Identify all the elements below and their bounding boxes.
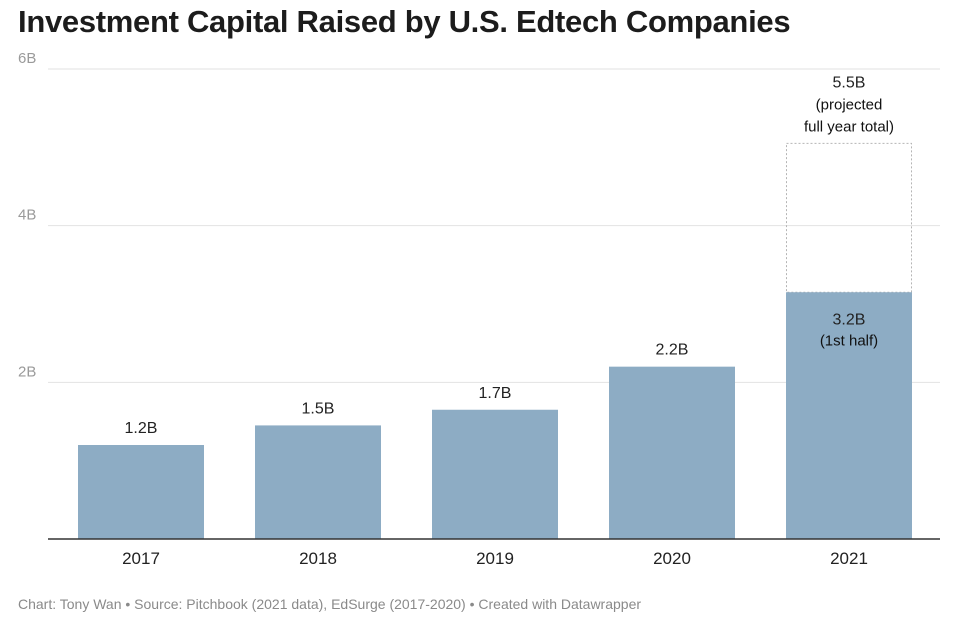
gridlines: 2B 4B 6B [18, 50, 940, 383]
projected-label: full year total) [804, 118, 894, 135]
inner-bar-label: 3.2B [833, 311, 866, 328]
y-tick-label: 2B [18, 363, 36, 380]
axes: 2017 2018 2019 2020 2021 [48, 538, 940, 568]
inner-bar-label: (1st half) [820, 332, 878, 349]
data-label: 2.2B [656, 342, 689, 359]
projected-bar-outline [786, 142, 912, 293]
projected-label: (projected [816, 96, 883, 113]
chart-footer: Chart: Tony Wan • Source: Pitchbook (202… [18, 596, 642, 612]
x-tick-label: 2021 [830, 549, 868, 568]
y-tick-label: 6B [18, 50, 36, 67]
bar-2017 [78, 445, 204, 539]
data-labels: 1.2B 1.5B 1.7B 2.2B 5.5B (projected full year … [125, 74, 894, 437]
data-label: 1.7B [479, 385, 512, 402]
bar-2018 [255, 425, 381, 539]
data-label: 1.2B [125, 420, 158, 437]
x-tick-label: 2020 [653, 549, 691, 568]
projected-label: 5.5B [833, 74, 866, 91]
bar-chart: 2B 4B 6B 1.2B 1.5B 1.7B 2.2B 5.5B (projected ful… [18, 50, 940, 568]
x-tick-label: 2017 [122, 549, 160, 568]
x-tick-label: 2018 [299, 549, 337, 568]
x-tick-label: 2019 [476, 549, 514, 568]
bars [78, 142, 912, 539]
y-tick-label: 4B [18, 207, 36, 224]
bar-2020 [609, 366, 735, 539]
bar-2019 [432, 409, 558, 539]
bar-2021 [786, 292, 912, 539]
data-label: 1.5B [302, 400, 335, 417]
chart-title: Investment Capital Raised by U.S. Edtech… [18, 4, 791, 39]
